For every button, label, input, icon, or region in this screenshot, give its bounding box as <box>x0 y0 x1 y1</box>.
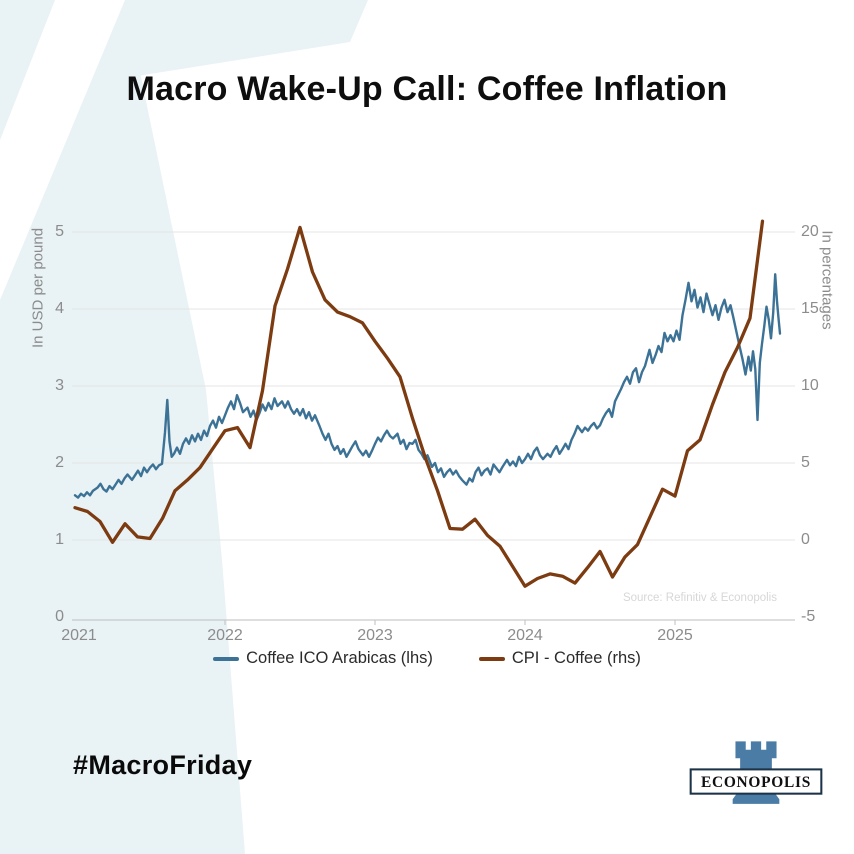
background-ribbon-white-stripe <box>0 0 125 300</box>
background-ribbon-left-band <box>0 0 245 854</box>
legend-swatch-cpi-icon <box>478 656 505 661</box>
series-line-cpi <box>73 219 765 588</box>
source-note: Source: Refinitiv & Econopolis <box>622 592 777 604</box>
legend-label-cpi: CPI - Coffee (rhs) <box>511 649 641 667</box>
series-line-arabica <box>73 273 782 499</box>
legend-label-arabica: Coffee ICO Arabicas (lhs) <box>246 649 433 667</box>
background-ribbon-top-wedge <box>125 0 368 78</box>
chart-legend: Coffee ICO Arabicas (lhs) CPI - Coffee (… <box>0 649 854 668</box>
left-axis-title: In USD per pound <box>29 227 47 349</box>
legend-item-cpi: CPI - Coffee (rhs) <box>478 649 641 668</box>
legend-item-arabica: Coffee ICO Arabicas (lhs) <box>213 649 433 668</box>
logo-banner <box>689 768 823 795</box>
right-axis-title: In percentages <box>818 230 836 330</box>
legend-swatch-arabica-icon <box>213 656 240 661</box>
hashtag-text: #MacroFriday <box>73 750 253 780</box>
econopolis-logo: ECONOPOLIS <box>689 741 823 804</box>
logo-banner-text: ECONOPOLIS <box>701 774 811 791</box>
page-title: Macro Wake-Up Call: Coffee Inflation <box>126 70 728 108</box>
